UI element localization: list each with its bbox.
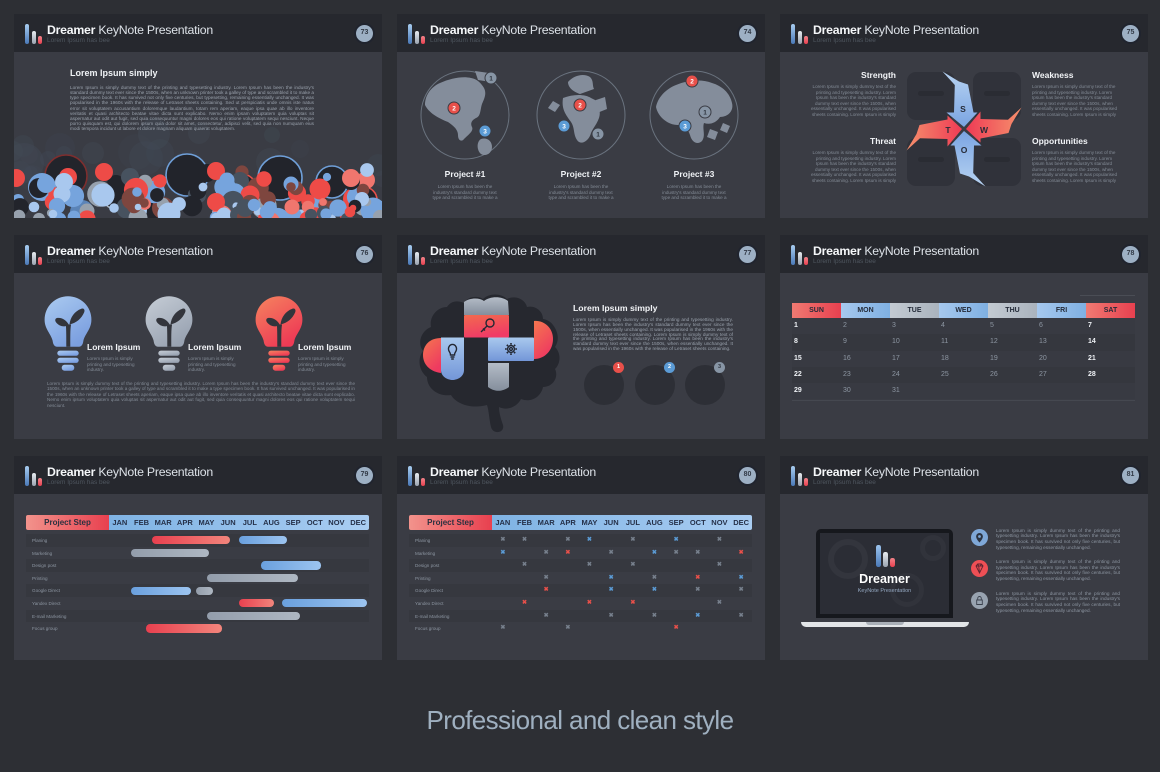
svg-text:W: W — [980, 125, 989, 135]
svg-text:2: 2 — [452, 105, 456, 112]
svg-text:3: 3 — [483, 128, 487, 135]
svg-text:2: 2 — [690, 78, 694, 85]
svg-text:1: 1 — [703, 109, 707, 116]
svg-text:O: O — [961, 145, 968, 155]
svg-text:S: S — [960, 104, 966, 114]
svg-text:3: 3 — [683, 123, 687, 130]
svg-text:1: 1 — [596, 131, 600, 138]
svg-text:2: 2 — [578, 102, 582, 109]
svg-text:T: T — [945, 125, 951, 135]
svg-text:1: 1 — [489, 75, 493, 82]
svg-text:3: 3 — [562, 123, 566, 130]
